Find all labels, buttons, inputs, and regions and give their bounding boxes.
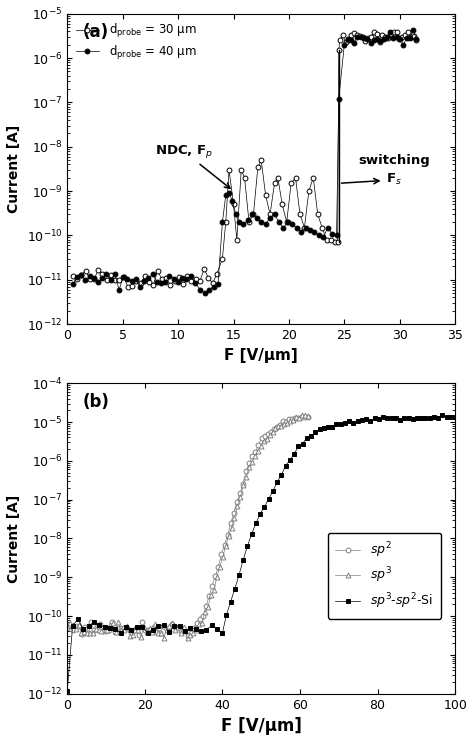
- d$_\mathrm{probe}$ = 40 μm: [365, 35, 370, 44]
- $sp^3$: [299, 410, 305, 419]
- Line: $sp^2$: $sp^2$: [65, 414, 310, 638]
- Legend: d$_\mathrm{probe}$ = 30 μm, d$_\mathrm{probe}$ = 40 μm: d$_\mathrm{probe}$ = 30 μm, d$_\mathrm{p…: [73, 19, 199, 64]
- Text: (a): (a): [83, 23, 109, 41]
- $sp^2$: [305, 413, 310, 421]
- Text: (b): (b): [83, 393, 109, 410]
- d$_\mathrm{probe}$ = 40 μm: [254, 214, 260, 223]
- $sp^3$: [67, 619, 73, 628]
- d$_\mathrm{probe}$ = 30 μm: [371, 27, 377, 36]
- d$_\mathrm{probe}$ = 40 μm: [175, 278, 181, 286]
- $sp^2$: [222, 540, 228, 549]
- Text: switching: switching: [358, 154, 430, 168]
- $sp^3$: [79, 628, 84, 637]
- $sp^2$: [169, 620, 174, 628]
- $sp^3$-$sp^2$-Si: [203, 626, 209, 634]
- $sp^3$-$sp^2$-Si: [439, 410, 445, 419]
- Text: NDC, F$_p$: NDC, F$_p$: [155, 142, 230, 188]
- $sp^3$-$sp^2$-Si: [431, 413, 437, 421]
- Line: $sp^3$: $sp^3$: [65, 413, 310, 641]
- d$_\mathrm{probe}$ = 30 μm: [413, 35, 419, 44]
- d$_\mathrm{probe}$ = 40 μm: [410, 25, 416, 34]
- $sp^3$-$sp^2$-Si: [219, 628, 225, 637]
- $sp^3$-$sp^2$-Si: [198, 627, 204, 636]
- $sp^3$: [185, 634, 191, 643]
- X-axis label: F [V/μm]: F [V/μm]: [221, 717, 301, 735]
- d$_\mathrm{probe}$ = 40 μm: [150, 269, 155, 278]
- $sp^3$: [64, 623, 70, 631]
- d$_\mathrm{probe}$ = 40 μm: [413, 34, 419, 43]
- d$_\mathrm{probe}$ = 40 μm: [129, 277, 135, 286]
- X-axis label: F [V/μm]: F [V/μm]: [224, 347, 298, 363]
- Text: F$_s$: F$_s$: [342, 172, 402, 188]
- $sp^3$: [169, 619, 175, 628]
- $sp^3$: [261, 436, 266, 445]
- $sp^3$-$sp^2$-Si: [139, 623, 145, 631]
- $sp^3$-$sp^2$-Si: [64, 686, 70, 695]
- d$_\mathrm{probe}$ = 40 μm: [226, 188, 232, 197]
- d$_\mathrm{probe}$ = 30 μm: [363, 36, 368, 45]
- $sp^2$: [64, 623, 70, 631]
- d$_\mathrm{probe}$ = 30 μm: [155, 266, 160, 275]
- $sp^3$-$sp^2$-Si: [452, 412, 458, 421]
- Y-axis label: Current [A]: Current [A]: [7, 494, 21, 582]
- Line: d$_\mathrm{probe}$ = 30 μm: d$_\mathrm{probe}$ = 30 μm: [71, 30, 419, 289]
- d$_\mathrm{probe}$ = 30 μm: [337, 36, 343, 45]
- Line: d$_\mathrm{probe}$ = 40 μm: d$_\mathrm{probe}$ = 40 μm: [71, 27, 419, 295]
- $sp^3$: [249, 458, 255, 467]
- Y-axis label: Current [A]: Current [A]: [7, 125, 21, 213]
- $sp^3$: [305, 412, 310, 421]
- d$_\mathrm{probe}$ = 30 μm: [138, 278, 144, 287]
- d$_\mathrm{probe}$ = 40 μm: [70, 280, 76, 289]
- $sp^2$: [302, 412, 308, 421]
- Line: $sp^3$-$sp^2$-Si: $sp^3$-$sp^2$-Si: [65, 413, 457, 693]
- $sp^2$: [185, 631, 191, 640]
- $sp^2$: [210, 581, 215, 590]
- $sp^3$-$sp^2$-Si: [274, 478, 280, 487]
- d$_\mathrm{probe}$ = 30 μm: [267, 210, 273, 219]
- d$_\mathrm{probe}$ = 40 μm: [202, 289, 208, 298]
- d$_\mathrm{probe}$ = 30 μm: [125, 283, 131, 292]
- $sp^2$: [231, 508, 237, 517]
- $sp^2$: [212, 572, 218, 581]
- $sp^3$: [181, 622, 186, 631]
- d$_\mathrm{probe}$ = 30 μm: [70, 271, 76, 280]
- Legend: $sp^2$, $sp^3$, $sp^3$-$sp^2$-Si: $sp^2$, $sp^3$, $sp^3$-$sp^2$-Si: [328, 533, 441, 619]
- d$_\mathrm{probe}$ = 30 μm: [121, 272, 127, 281]
- $sp^2$: [280, 417, 286, 426]
